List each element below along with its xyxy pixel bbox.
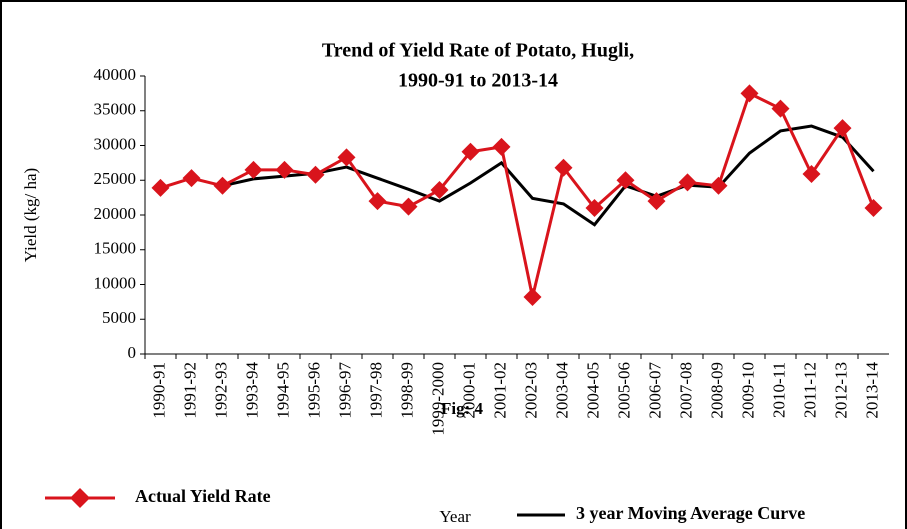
- y-tick-label: 20000: [94, 204, 137, 223]
- point: [399, 197, 418, 216]
- point: [554, 158, 573, 177]
- x-tick-label: 2000-01: [459, 362, 478, 419]
- y-tick-label: 25000: [94, 169, 137, 188]
- y-axis-label: Yield (kg/ ha): [21, 168, 40, 262]
- point: [616, 171, 635, 190]
- point: [244, 160, 263, 179]
- point: [151, 178, 170, 197]
- x-tick-label: 1999-2000: [428, 362, 447, 436]
- point: [213, 176, 232, 195]
- chart-title: Trend of Yield Rate of Potato, Hugli,: [322, 40, 634, 62]
- x-tick-label: 2005-06: [614, 362, 633, 419]
- x-tick-label: 1995-96: [304, 362, 323, 419]
- series-line: [222, 124, 875, 227]
- x-axis-label: Year: [439, 507, 471, 526]
- x-tick-label: 2004-05: [583, 362, 602, 419]
- y-tick-label: 40000: [94, 65, 137, 84]
- point: [492, 137, 511, 156]
- point: [678, 173, 697, 192]
- y-tick-label: 15000: [94, 239, 137, 258]
- point: [182, 169, 201, 188]
- x-tick-label: 1997-98: [366, 362, 385, 419]
- point: [833, 119, 852, 138]
- chart-title: 1990-91 to 2013-14: [398, 70, 558, 92]
- point: [430, 180, 449, 199]
- x-tick-label: 2011-12: [800, 362, 819, 418]
- point: [771, 99, 790, 118]
- point: [368, 192, 387, 211]
- point: [523, 288, 542, 307]
- legend-label: 3 year Moving Average Curve: [576, 503, 805, 523]
- point: [275, 160, 294, 179]
- x-tick-label: 1993-94: [242, 362, 261, 419]
- x-tick-label: 1994-95: [273, 362, 292, 419]
- x-tick-label: 1996-97: [335, 362, 354, 419]
- point: [709, 176, 728, 195]
- annotation: Fig: 4: [441, 399, 484, 418]
- legend-swatch: [70, 488, 90, 508]
- x-tick-label: 1990-91: [149, 362, 168, 419]
- x-tick-label: 2009-10: [738, 362, 757, 419]
- point: [740, 84, 759, 103]
- point: [337, 148, 356, 167]
- legend-label: Actual Yield Rate: [135, 486, 271, 506]
- y-tick-label: 10000: [94, 273, 137, 292]
- y-tick-label: 35000: [94, 100, 137, 119]
- point: [802, 164, 821, 183]
- point: [647, 192, 666, 211]
- x-tick-label: 2006-07: [645, 362, 664, 419]
- series-line: [160, 91, 875, 298]
- y-tick-label: 30000: [94, 134, 137, 153]
- x-tick-label: 2013-14: [862, 362, 881, 419]
- point: [306, 165, 325, 184]
- x-tick-label: 2010-11: [769, 362, 788, 418]
- x-tick-label: 2001-02: [490, 362, 509, 419]
- y-tick-label: 0: [128, 343, 137, 362]
- x-tick-label: 2007-08: [676, 362, 695, 419]
- point: [585, 199, 604, 218]
- x-tick-label: 1991-92: [180, 362, 199, 419]
- point: [864, 199, 883, 218]
- x-tick-label: 2012-13: [831, 362, 850, 419]
- x-tick-label: 1998-99: [397, 362, 416, 419]
- point: [461, 142, 480, 161]
- y-tick-label: 5000: [102, 308, 136, 327]
- x-tick-label: 1992-93: [211, 362, 230, 419]
- x-tick-label: 2003-04: [552, 362, 571, 419]
- x-tick-label: 2002-03: [521, 362, 540, 419]
- x-tick-label: 2008-09: [707, 362, 726, 419]
